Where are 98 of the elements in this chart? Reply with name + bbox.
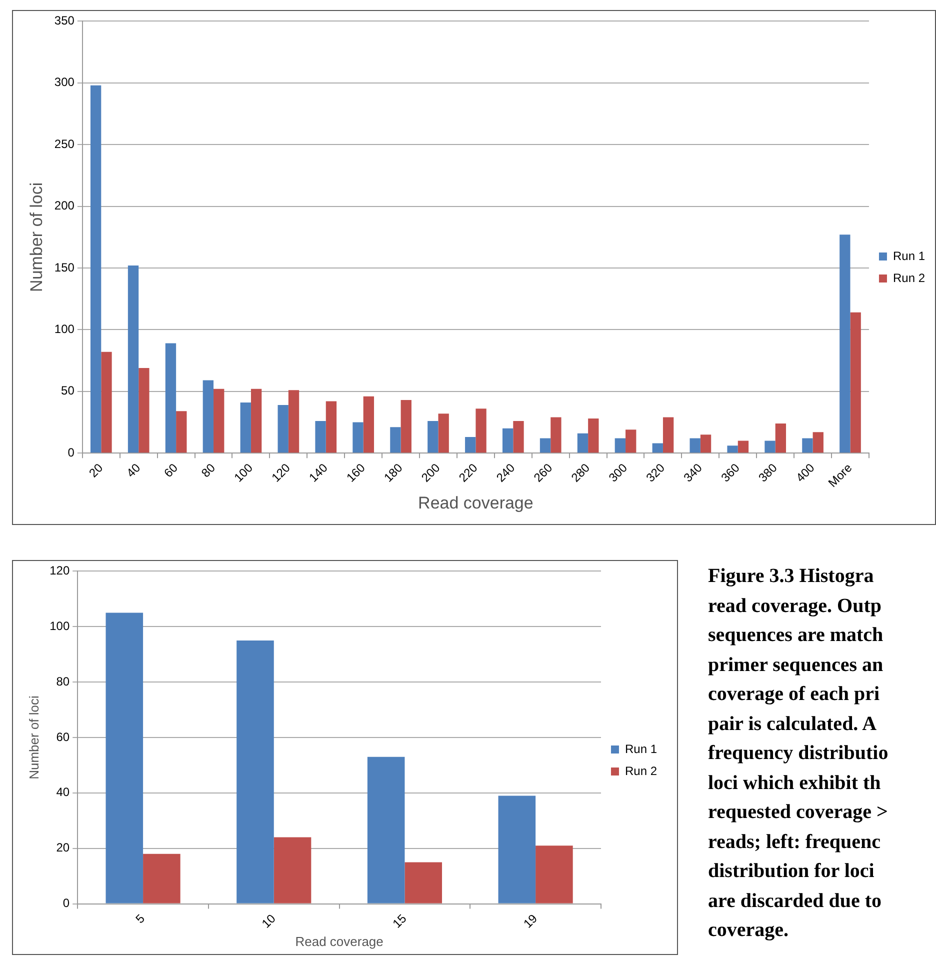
x-tick-label: 60 — [161, 460, 181, 480]
bar — [850, 312, 861, 453]
bar — [240, 402, 251, 453]
x-tick-label: 400 — [793, 460, 818, 485]
bar — [274, 837, 312, 904]
x-axis-title: Read coverage — [295, 934, 384, 949]
y-tick-label: 60 — [56, 730, 70, 744]
x-tick-label: 100 — [231, 460, 256, 485]
bar — [404, 862, 442, 904]
y-tick-label: 100 — [50, 618, 70, 633]
bar — [652, 443, 663, 453]
y-tick-label: 20 — [56, 840, 70, 855]
x-tick-label: 10 — [259, 911, 279, 931]
bar — [502, 428, 514, 453]
x-axis-title: Read coverage — [418, 493, 534, 512]
bar — [513, 421, 524, 453]
y-tick-label: 250 — [54, 136, 75, 151]
bar — [840, 234, 850, 453]
bar — [577, 433, 588, 453]
bar — [626, 430, 636, 453]
bar — [214, 388, 224, 453]
x-tick-label: 380 — [756, 460, 780, 485]
bar — [390, 427, 401, 453]
y-tick-label: 350 — [54, 14, 75, 28]
x-tick-label: 20 — [86, 460, 106, 480]
y-tick-label: 300 — [54, 75, 75, 90]
y-tick-label: 0 — [68, 445, 75, 460]
y-tick-label: 120 — [50, 564, 70, 578]
bar — [498, 796, 536, 904]
bar — [288, 390, 300, 453]
y-tick-label: 40 — [56, 785, 70, 800]
x-tick-label: 280 — [568, 460, 593, 485]
legend-label: Run 1 — [624, 742, 658, 756]
x-tick-label: 260 — [531, 460, 556, 485]
x-tick-label: 320 — [643, 460, 668, 485]
bar — [176, 411, 187, 453]
bar — [662, 417, 674, 453]
legend-label: Run 1 — [892, 248, 926, 263]
bar — [700, 434, 712, 453]
bar — [588, 418, 599, 453]
text: Figure 3.3 Histogra read coverage. Outp sequences are match primer sequences an coverage of each pri pair is calculated. A frequency distributio loci which exhibit th requested coverage > reads; left: frequenc distribution for loci are discarded due to coverage. — [708, 565, 888, 941]
bar — [128, 266, 139, 453]
x-tick-label: 160 — [344, 460, 368, 485]
y-tick-label: 150 — [54, 260, 75, 274]
bar — [165, 343, 176, 453]
bar — [775, 423, 786, 453]
y-tick-label: 0 — [62, 896, 70, 910]
x-tick-label: 240 — [494, 460, 518, 485]
bar — [138, 368, 150, 453]
bar — [367, 756, 405, 904]
x-tick-label: 15 — [390, 911, 410, 931]
bar — [812, 432, 824, 453]
bar — [476, 408, 486, 453]
bar — [236, 640, 274, 904]
legend-label: Run 2 — [892, 270, 926, 285]
bar — [438, 414, 449, 453]
bar — [465, 437, 476, 453]
bar — [614, 438, 626, 453]
bar — [690, 438, 700, 453]
x-tick-label: 40 — [124, 460, 144, 480]
x-tick-label: 180 — [381, 460, 406, 485]
y-tick-label: 200 — [54, 198, 75, 213]
bar — [536, 846, 573, 904]
x-tick-label: 200 — [418, 460, 443, 485]
bar — [400, 400, 412, 453]
x-tick-label: 140 — [306, 460, 331, 485]
y-tick-label: 50 — [61, 384, 75, 398]
bar — [802, 438, 813, 453]
x-tick-label: 19 — [520, 911, 540, 931]
bar — [363, 396, 374, 453]
bar — [106, 612, 144, 904]
y-axis-title: Number of loci — [26, 695, 42, 780]
bar — [738, 440, 749, 453]
y-tick-label: 80 — [56, 674, 70, 688]
bar — [90, 85, 102, 453]
x-tick-label: 300 — [606, 460, 630, 485]
x-tick-label: 340 — [680, 460, 706, 485]
x-tick-label: 360 — [718, 460, 743, 485]
x-tick-label: 5 — [132, 911, 148, 926]
bar — [326, 401, 337, 453]
bar — [428, 421, 438, 453]
y-tick-label: 100 — [54, 322, 75, 336]
bar — [202, 380, 214, 453]
bar — [550, 417, 562, 453]
x-tick-label: 120 — [268, 460, 294, 485]
bar — [352, 422, 364, 453]
bar — [143, 854, 180, 904]
bar — [278, 404, 288, 453]
bar — [727, 446, 738, 453]
x-tick-label: 220 — [456, 460, 480, 485]
legend-label: Run 2 — [624, 764, 658, 778]
bar — [250, 388, 262, 453]
bar — [540, 438, 551, 453]
x-tick-label: 80 — [198, 460, 218, 480]
bar — [764, 440, 776, 453]
bar — [315, 421, 326, 453]
bar — [101, 352, 112, 453]
y-axis-title: Number of loci — [26, 182, 46, 292]
